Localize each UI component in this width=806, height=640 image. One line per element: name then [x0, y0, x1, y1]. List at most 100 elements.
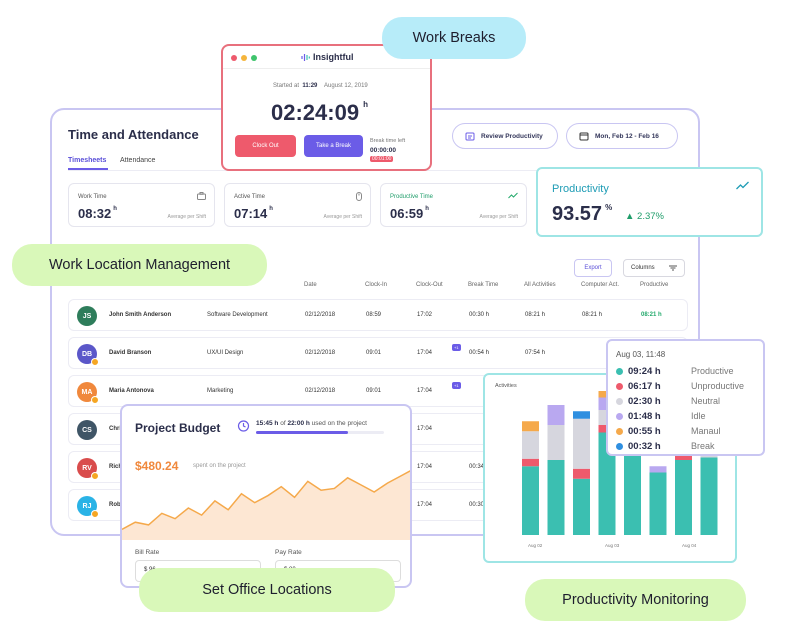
trend-icon [736, 179, 749, 193]
budget-spent-label: spent on the project [193, 463, 246, 469]
team-name: Software Development [207, 312, 268, 318]
work-breaks-pill: Work Breaks [382, 17, 526, 59]
employee-name: Robe [109, 502, 124, 508]
columns-button[interactable]: Columns [623, 259, 685, 277]
employee-name: John Smith Anderson [109, 312, 172, 318]
tooltip-row: 00:55 h Manaul [616, 424, 721, 438]
clock-out-button[interactable]: Clock Out [235, 135, 296, 157]
app-brand-name: Insightful [313, 52, 354, 62]
window-close-dot[interactable] [231, 55, 237, 61]
activity-bar-segment[interactable] [547, 460, 565, 535]
budget-trend-line [122, 470, 410, 530]
mouse-icon [356, 192, 362, 203]
tooltip-value: 09:24 h [628, 365, 661, 377]
legend-dot [616, 412, 623, 420]
column-header-productive[interactable]: Productive [640, 282, 669, 288]
column-header-break-time[interactable]: Break Time [468, 282, 499, 288]
insightful-logo-icon [301, 54, 310, 62]
trend-icon [508, 192, 518, 201]
break-time-cell: 00:34 [469, 464, 485, 470]
activity-bar-segment[interactable] [675, 460, 692, 535]
take-break-button[interactable]: Take a Break [304, 135, 363, 157]
status-badge [91, 472, 99, 480]
stat-sub: Average per Shift [323, 214, 362, 220]
alarm-clock-icon [237, 419, 250, 435]
activities-title: Activities [495, 383, 517, 389]
activity-bar-segment[interactable] [522, 458, 539, 467]
stat-label: Productive Time [390, 194, 434, 200]
review-productivity-button[interactable]: Review Productivity [452, 123, 558, 149]
activity-bar-segment[interactable] [573, 418, 590, 469]
active-tab-indicator [68, 168, 108, 170]
date-range-button[interactable]: Mon, Feb 12 - Feb 16 [566, 123, 678, 149]
extra-shift-tag: +1 [452, 382, 461, 389]
budget-progress-fill [256, 431, 349, 434]
filter-icon [669, 265, 677, 271]
employee-name: Rich [109, 464, 123, 470]
activity-bar-segment[interactable] [522, 466, 539, 535]
status-badge [91, 396, 99, 404]
column-header-clock-in[interactable]: Clock-In [365, 282, 388, 288]
all-activities-cell: 08:21 h [525, 312, 546, 318]
clock-in-cell: 09:01 [366, 350, 382, 356]
tab-attendance[interactable]: Attendance [120, 157, 156, 164]
tooltip-value: 02:30 h [628, 395, 661, 407]
productivity-title: Productivity [552, 183, 609, 195]
calendar-icon [579, 132, 589, 141]
employee-name: David Branson [109, 350, 152, 356]
activity-bar-segment[interactable] [522, 431, 539, 459]
column-header-clock-out[interactable]: Clock-Out [416, 282, 443, 288]
tooltip-label: Neutral [691, 396, 721, 406]
stat-card-active-time: Active Time 07:14 h Average per Shift [224, 183, 371, 227]
export-button[interactable]: Export [574, 259, 612, 277]
column-header-all-activities[interactable]: All Activities [524, 282, 556, 288]
budget-hours-used: 15:45 h of 22:00 h used on the project [256, 420, 367, 427]
tooltip-row: 06:17 h Unproductive [616, 379, 744, 393]
all-activities-cell: 07:54 h [525, 350, 546, 356]
window-divider [223, 68, 430, 69]
activity-bar-segment[interactable] [573, 468, 590, 479]
bill-rate-label: Bill Rate [135, 549, 160, 556]
table-row[interactable]: JS John Smith Anderson Software Developmen… [68, 299, 688, 331]
date-cell: 02/12/2018 [305, 312, 336, 318]
break-time-left-label: Break time left [370, 138, 406, 144]
clock-out-cell: 17:04 [417, 388, 433, 394]
activity-bar-segment[interactable] [547, 405, 565, 425]
window-minimize-dot[interactable] [241, 55, 247, 61]
team-name: Marketing [207, 388, 234, 394]
tooltip-label: Productive [691, 366, 734, 376]
activity-bar-segment[interactable] [598, 432, 616, 536]
tooltip-row: 02:30 h Neutral [616, 394, 720, 408]
clock-in-cell: 08:59 [366, 312, 382, 318]
legend-dot [616, 442, 623, 450]
activity-bar-segment[interactable] [624, 450, 641, 535]
activity-bar-segment[interactable] [522, 421, 539, 432]
clock-in-cell: 09:01 [366, 388, 382, 394]
productive-cell: 08:21 h [641, 312, 662, 318]
activity-bar-segment[interactable] [649, 472, 667, 536]
productivity-card: Productivity 93.57% ▲ 2.37% [536, 167, 763, 237]
activity-bar-segment[interactable] [573, 478, 590, 535]
activity-bar-segment[interactable] [700, 457, 718, 536]
computer-activity-cell: 08:21 h [582, 312, 603, 318]
stat-value: 06:59 h [390, 206, 429, 221]
table-row[interactable]: DB David Branson UX/UI Design 02/12/2018 09:… [68, 337, 688, 369]
productivity-monitoring-pill: Productivity Monitoring [525, 579, 746, 621]
tab-timesheets[interactable]: Timesheets [68, 157, 107, 164]
productivity-value: 93.57% [552, 203, 613, 225]
column-header-computer-activity[interactable]: Computer Act. [581, 282, 620, 288]
legend-dot [616, 382, 623, 390]
budget-title: Project Budget [135, 421, 221, 435]
clock-out-cell: 17:04 [417, 464, 433, 470]
elapsed-time: 02:24:09 h [271, 100, 368, 125]
activity-bar-segment[interactable] [649, 466, 667, 473]
budget-spent-amount: $480.24 [135, 459, 179, 473]
activity-bar-segment[interactable] [547, 425, 565, 460]
activity-bar-segment[interactable] [573, 411, 590, 419]
page-title: Time and Attendance [68, 127, 199, 142]
clock-out-cell: 17:04 [417, 426, 433, 432]
break-overtime-badge: 00:01:00 [370, 156, 394, 162]
stat-sub: Average per Shift [479, 214, 518, 220]
window-maximize-dot[interactable] [251, 55, 257, 61]
column-header-date[interactable]: Date [304, 282, 317, 288]
